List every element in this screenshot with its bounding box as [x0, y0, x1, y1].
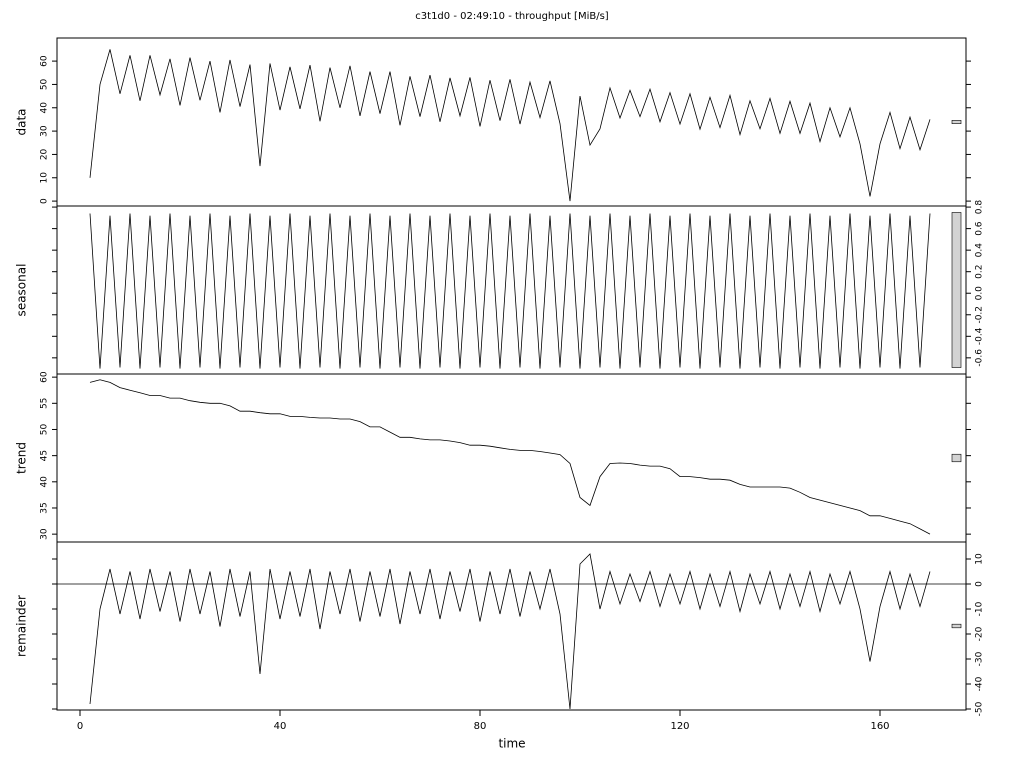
x-axis-label: time	[498, 737, 525, 751]
y-tick-label: 40	[40, 476, 50, 488]
y-tick-label: -0.2	[975, 306, 985, 324]
range-bar	[951, 623, 962, 629]
panel-label: seasonal	[15, 264, 29, 317]
panel-label: remainder	[15, 595, 29, 657]
y-tick-label: 0.8	[975, 200, 985, 215]
range-bar	[951, 120, 962, 124]
y-tick-label: 20	[40, 148, 50, 160]
panel-frame	[56, 541, 967, 711]
x-tick-label: 40	[274, 721, 287, 732]
y-tick-label: 0.2	[975, 265, 985, 279]
series-line	[89, 553, 931, 710]
y-tick-label: 60	[40, 55, 50, 67]
y-tick-label: -10	[975, 601, 985, 616]
y-tick-label: 0.4	[975, 243, 985, 258]
y-tick-label: 50	[40, 423, 50, 435]
y-tick-label: 0.0	[975, 286, 985, 301]
y-tick-label: 30	[40, 528, 50, 540]
series-line	[89, 213, 931, 369]
series-line	[89, 379, 931, 535]
panel-frame	[56, 373, 967, 543]
series-line	[89, 49, 931, 202]
y-tick-label: 10	[975, 553, 985, 565]
y-tick-label: -50	[975, 701, 985, 716]
y-tick-label: -30	[975, 651, 985, 666]
range-bar	[951, 212, 962, 368]
panel-label: trend	[15, 442, 29, 474]
y-tick-label: 50	[40, 78, 50, 90]
y-tick-label: 0	[975, 581, 985, 587]
y-tick-label: 45	[40, 450, 50, 461]
x-tick-label: 160	[870, 721, 889, 732]
y-tick-label: 55	[40, 398, 50, 409]
y-tick-label: -0.4	[975, 327, 985, 345]
range-bar	[951, 453, 962, 463]
y-tick-label: 60	[40, 371, 50, 383]
x-tick-label: 0	[77, 721, 83, 732]
y-tick-label: 10	[40, 172, 50, 184]
x-tick-label: 120	[670, 721, 689, 732]
y-tick-label: 0.6	[975, 221, 985, 236]
y-tick-label: -40	[975, 676, 985, 691]
panel-frame	[56, 205, 967, 375]
panel-frame	[56, 37, 967, 207]
chart-title: c3t1d0 - 02:49:10 - throughput [MiB/s]	[415, 11, 609, 22]
x-tick-label: 80	[474, 721, 487, 732]
y-tick-label: 35	[40, 502, 50, 513]
y-tick-label: -0.6	[975, 349, 985, 367]
y-tick-label: 0	[40, 198, 50, 204]
y-tick-label: -20	[975, 626, 985, 641]
y-tick-label: 40	[40, 102, 50, 114]
y-tick-label: 30	[40, 125, 50, 137]
panel-label: data	[15, 108, 29, 135]
